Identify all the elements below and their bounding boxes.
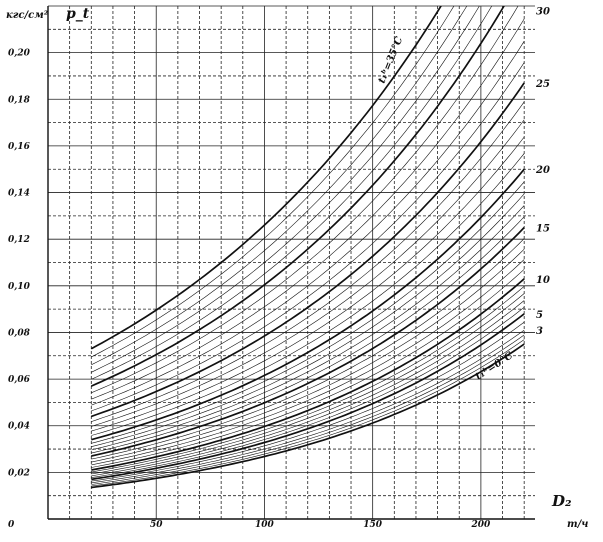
isotherm-curve-4 [91, 321, 525, 482]
isotherm-curve-0 [91, 343, 525, 489]
isotherm-curve-5 [91, 313, 525, 481]
isotherm-curve-1 [91, 339, 525, 487]
isotherm-curve-24 [91, 101, 525, 422]
curve-family [90, 6, 525, 489]
x-tick-label: 0 [8, 520, 15, 530]
isotherm-curve-32 [91, 6, 480, 373]
x-axis-unit: m/ч [567, 519, 588, 530]
isotherm-curve-13 [91, 248, 525, 463]
isotherm-curve-14 [91, 238, 525, 460]
y-tick-label: 0,08 [8, 328, 31, 338]
isotherm-curve-26 [91, 62, 525, 412]
curve-label-10: 10 [536, 275, 550, 286]
y-tick-label: 0,06 [8, 375, 31, 385]
curves: 30 25 20 15 10 5 3 [90, 6, 550, 489]
isotherm-curve-10 [91, 278, 525, 471]
y-tick-label: 0,16 [8, 142, 31, 152]
isotherm-curve-20 [91, 168, 525, 441]
isotherm-curve-12 [91, 259, 525, 466]
y-tick-label: 0,18 [8, 95, 31, 105]
isotherm-curve-21 [91, 153, 525, 436]
y-axis-symbol: p_t [66, 6, 90, 22]
isotherm-curve-23 [91, 119, 525, 427]
curve-label-25: 25 [535, 79, 550, 90]
isotherm-curve-11 [91, 269, 525, 468]
isotherm-curve-19 [91, 181, 525, 444]
isotherm-curve-33 [91, 6, 468, 366]
isotherm-curve-7 [91, 300, 525, 477]
y-tick-label: 0,10 [8, 282, 31, 292]
y-axis-unit: кгс/см² [6, 10, 49, 21]
curve-label-15: 15 [536, 224, 550, 235]
y-tick-label: 0,02 [8, 468, 30, 478]
isotherm-curve-28 [91, 18, 525, 400]
isotherm-curve-35 [90, 6, 442, 350]
y-tick-label: 0,12 [8, 235, 30, 245]
isotherm-curve-3 [91, 329, 525, 484]
isotherm-curve-29 [91, 6, 519, 394]
tick-labels: 0,02 0,04 0,06 0,08 0,10 0,12 0,14 0,16 0,18 0,20… [8, 49, 491, 530]
x-tick-label: 50 [150, 520, 163, 530]
isotherm-curve-6 [91, 306, 525, 478]
isotherm-curve-8 [91, 293, 525, 475]
isotherm-curve-15 [91, 226, 525, 457]
isotherm-curve-27 [91, 41, 525, 406]
isotherm-curve-31 [91, 6, 493, 380]
isotherm-curve-16 [91, 216, 525, 454]
top-curve-annotation: t₁ᵇ=35°C [377, 35, 406, 85]
isotherm-curve-30 [90, 6, 505, 387]
isotherm-curve-22 [91, 136, 525, 432]
x-tick-label: 100 [255, 520, 275, 530]
x-tick-label: 150 [363, 520, 383, 530]
isotherm-curve-34 [91, 6, 455, 358]
y-tick-label: 0,20 [8, 49, 31, 59]
x-axis-symbol: D₂ [551, 492, 572, 510]
x-tick-label: 200 [470, 520, 491, 530]
isotherm-curve-18 [91, 193, 525, 447]
y-tick-label: 0,14 [8, 189, 30, 199]
curve-label-30: 30 [536, 7, 550, 18]
isotherm-curve-17 [91, 205, 525, 451]
isotherm-curve-9 [91, 286, 525, 473]
curve-label-20: 20 [535, 165, 550, 176]
curve-label-3: 3 [536, 326, 543, 337]
isotherm-curve-2 [91, 334, 525, 485]
isotherm-curve-25 [91, 82, 525, 418]
y-tick-label: 0,04 [8, 422, 30, 432]
curve-label-5: 5 [536, 310, 543, 321]
